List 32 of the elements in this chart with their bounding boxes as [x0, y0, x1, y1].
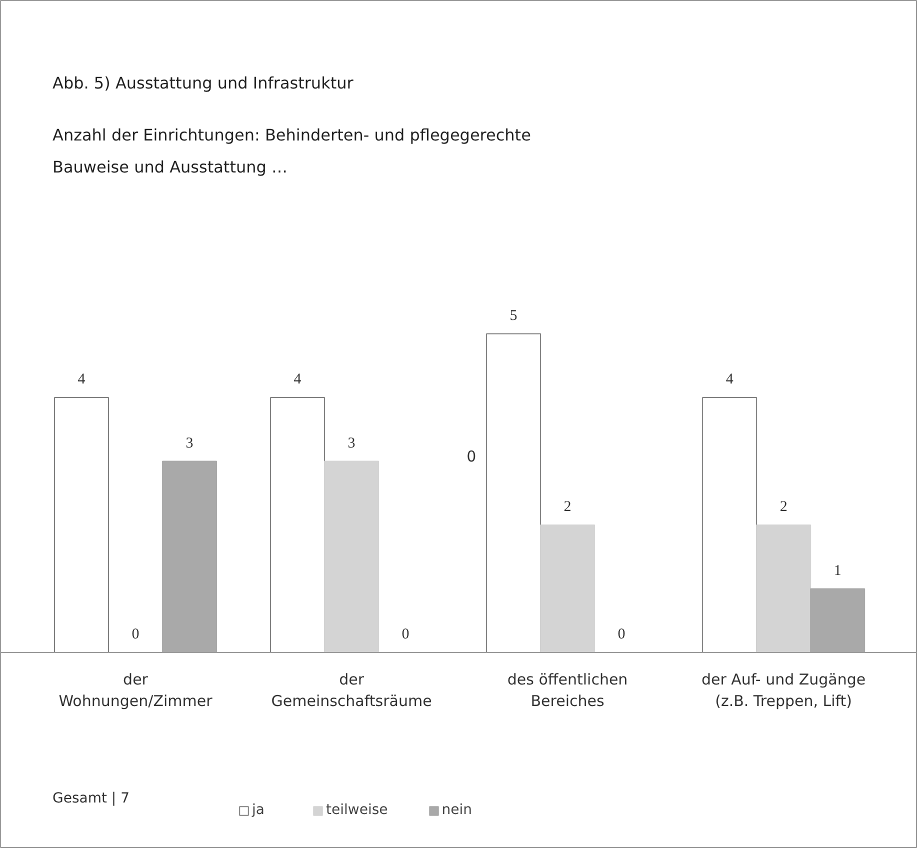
bar — [54, 397, 110, 653]
bar — [324, 460, 380, 653]
x-tick-label: des öffentlichen Bereiches — [507, 670, 628, 710]
data-label: 4 — [726, 372, 734, 388]
data-label: 3 — [186, 435, 194, 452]
text: Gesamt | 7 — [52, 790, 130, 806]
data-label: 0 — [132, 626, 140, 642]
bar — [756, 524, 812, 653]
data-label: 0 — [402, 626, 410, 642]
bar — [270, 397, 326, 653]
x-tick-label: der Gemeinschaftsräume — [271, 670, 432, 710]
bar — [702, 397, 758, 653]
legend-label: nein — [442, 802, 472, 818]
data-label: 1 — [834, 562, 842, 579]
legend-label: ja — [252, 802, 266, 818]
data-label: 3 — [348, 435, 356, 452]
data-label: 2 — [564, 499, 572, 515]
chart-subtitle: Anzahl der Einrichtungen: Behinderten- und pflegegerechte Bauweise und Ausstattung … — [52, 126, 531, 176]
data-label: 5 — [510, 308, 518, 324]
data-label: 4 — [294, 372, 302, 388]
bar — [162, 460, 218, 653]
x-tick-label: der Wohnungen/Zimmer — [58, 670, 214, 710]
bar — [540, 524, 596, 653]
bar — [486, 333, 542, 653]
annotation: 0 — [466, 447, 476, 466]
data-label: 2 — [780, 499, 788, 515]
data-label: 4 — [78, 372, 86, 388]
chart-title: Abb. 5) Ausstattung und Infrastruktur — [52, 74, 354, 92]
data-label: 0 — [618, 626, 626, 642]
legend-label: teilweise — [326, 802, 388, 818]
bar — [810, 588, 866, 653]
x-tick-label: der Auf- und Zugänge (z.B. Treppen, Lift) — [701, 670, 866, 710]
